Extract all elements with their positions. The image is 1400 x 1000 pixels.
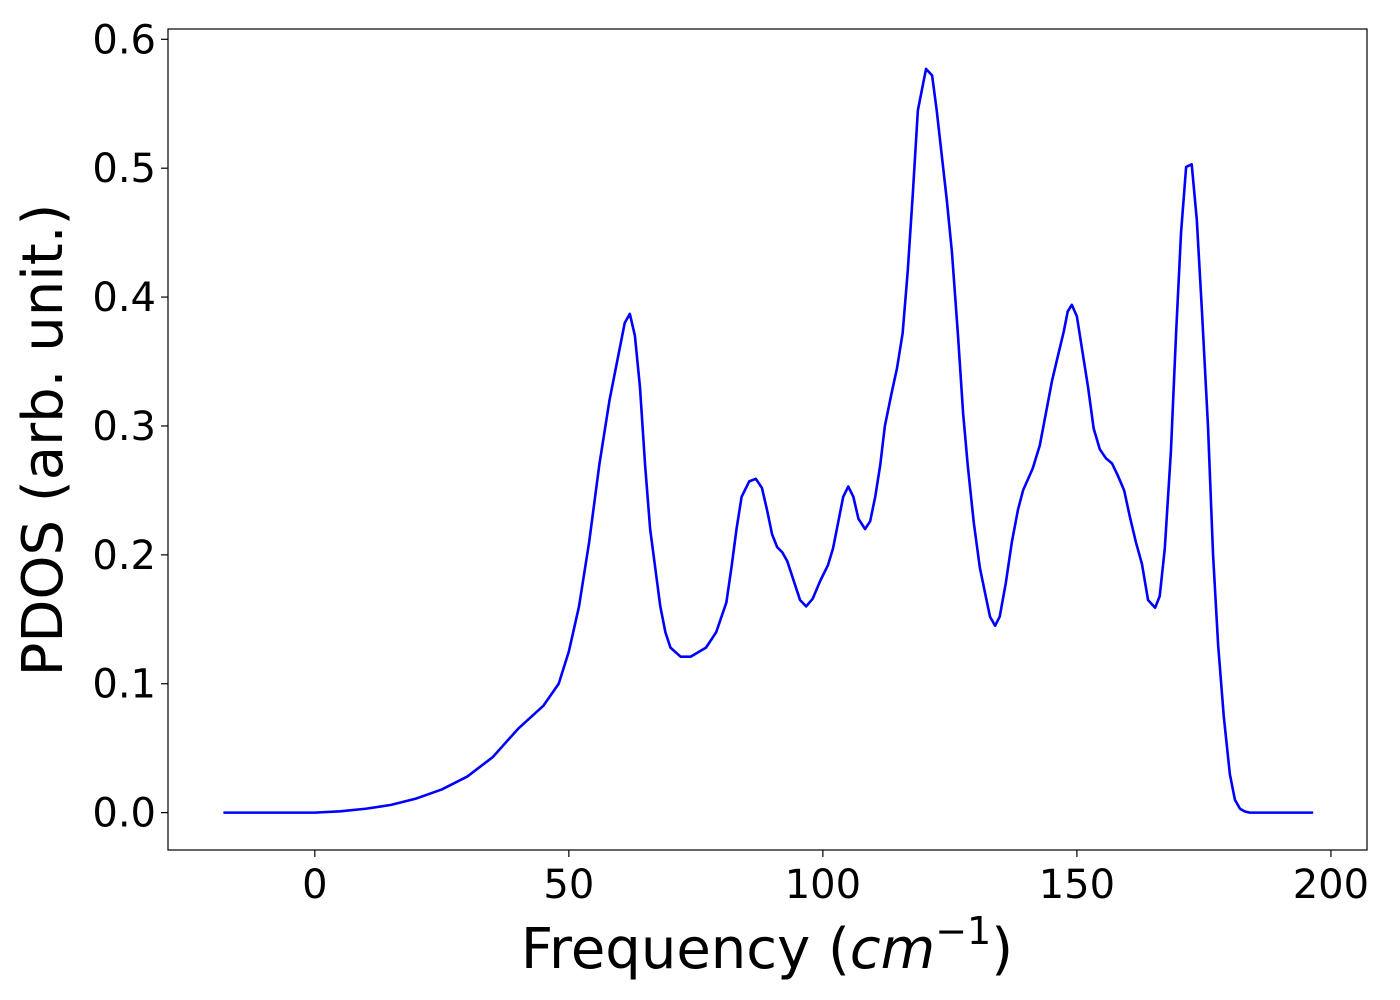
x-label-close: ) [991, 917, 1013, 982]
x-axis-label: Frequency (cm−1) [521, 909, 1013, 982]
data-line [223, 67, 1314, 814]
x-label-unit: cm [850, 917, 935, 982]
plot-frame [167, 28, 1368, 851]
y-tick-label: 0.3 [92, 404, 156, 450]
x-tick-label: 50 [543, 862, 594, 908]
y-tick-label: 0.0 [92, 791, 156, 837]
x-tick-label: 100 [785, 862, 861, 908]
x-tick-label: 200 [1293, 862, 1369, 908]
y-tick-label: 0.6 [92, 17, 156, 63]
y-tick-label: 0.1 [92, 662, 156, 708]
y-tick-label: 0.4 [92, 275, 156, 321]
y-tick-label: 0.2 [92, 533, 156, 579]
y-tick-label: 0.5 [92, 146, 156, 192]
x-tick-label: 0 [302, 862, 327, 908]
x-tick-label: 150 [1039, 862, 1115, 908]
y-axis-label: PDOS (arb. unit.) [11, 204, 76, 677]
x-label-text: Frequency ( [521, 917, 850, 982]
x-label-exponent: −1 [935, 909, 991, 953]
